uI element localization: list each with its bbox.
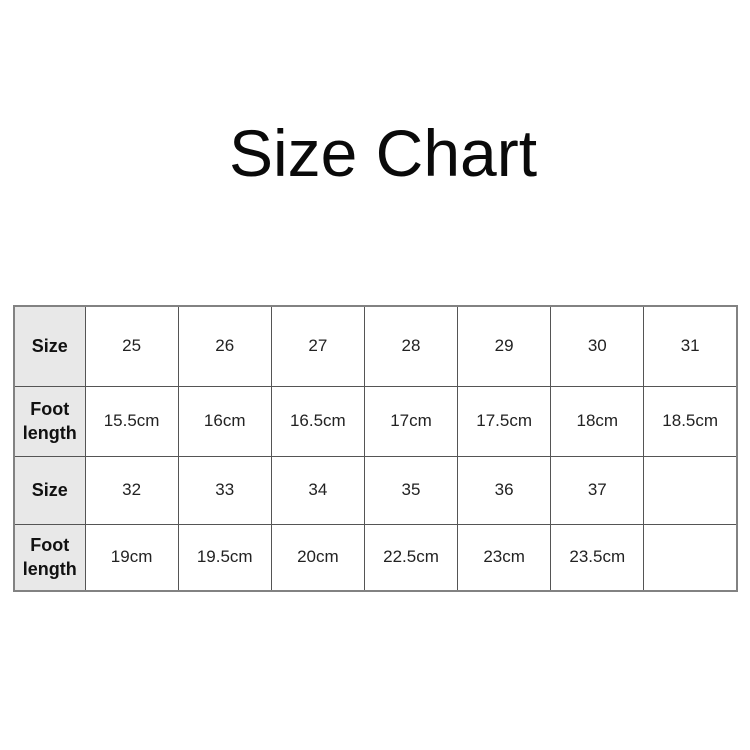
table-cell-empty	[643, 455, 738, 525]
table-cell-size: 33	[177, 455, 272, 525]
table-cell-size: 27	[270, 305, 365, 387]
table-row-foot-length-lower: Foot length 19cm 19.5cm 20cm 22.5cm 23cm…	[13, 523, 738, 592]
table-cell-foot-length: 22.5cm	[363, 523, 459, 592]
table-cell-foot-length: 23cm	[457, 523, 552, 592]
row-header-size: Size	[13, 305, 86, 387]
table-cell-size: 29	[457, 305, 552, 387]
table-cell-size: 34	[270, 455, 365, 525]
table-cell-foot-length: 16.5cm	[270, 385, 365, 457]
table-cell-size: 30	[550, 305, 645, 387]
page-title: Size Chart	[228, 116, 538, 190]
table-row-size-upper: Size 25 26 27 28 29 30 31	[13, 305, 738, 387]
table-cell-foot-length: 19cm	[84, 523, 179, 592]
table-cell-empty	[643, 523, 738, 592]
row-header-foot-length: Foot length	[13, 523, 86, 592]
table-cell-size: 31	[643, 305, 738, 387]
table-cell-foot-length: 23.5cm	[550, 523, 645, 592]
table-cell-foot-length: 15.5cm	[84, 385, 179, 457]
size-chart-table: Size 25 26 27 28 29 30 31 Foot length 15…	[13, 305, 738, 592]
row-header-size: Size	[13, 455, 86, 525]
row-header-foot-length: Foot length	[13, 385, 86, 457]
table-cell-size: 28	[363, 305, 459, 387]
table-cell-foot-length: 18.5cm	[643, 385, 738, 457]
table-cell-foot-length: 17cm	[363, 385, 459, 457]
table-cell-size: 35	[363, 455, 459, 525]
table-cell-foot-length: 17.5cm	[457, 385, 552, 457]
table-cell-size: 36	[457, 455, 552, 525]
table-cell-foot-length: 16cm	[177, 385, 272, 457]
table-row-foot-length-upper: Foot length 15.5cm 16cm 16.5cm 17cm 17.5…	[13, 385, 738, 457]
table-cell-foot-length: 18cm	[550, 385, 645, 457]
table-row-size-lower: Size 32 33 34 35 36 37	[13, 455, 738, 525]
table-cell-size: 25	[84, 305, 179, 387]
table-cell-size: 37	[550, 455, 645, 525]
table-cell-foot-length: 19.5cm	[177, 523, 272, 592]
table-cell-foot-length: 20cm	[270, 523, 365, 592]
table-cell-size: 26	[177, 305, 272, 387]
table-cell-size: 32	[84, 455, 179, 525]
